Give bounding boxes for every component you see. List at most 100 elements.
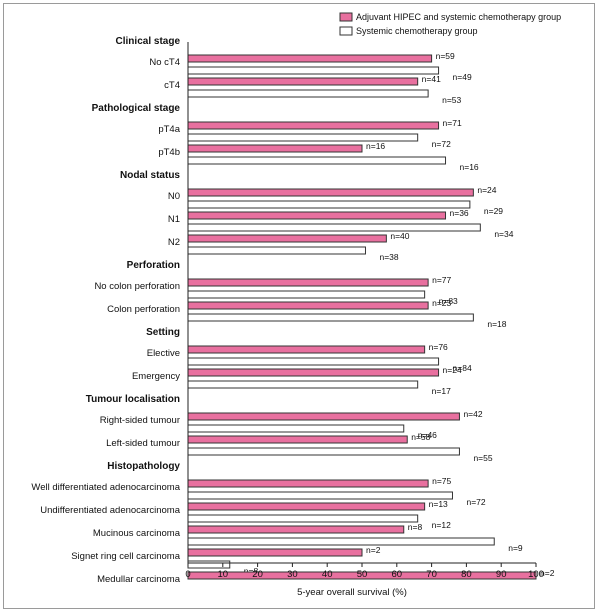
category-label: Colon perforation [107,304,180,315]
bar-systemic [187,156,447,165]
group-title: Histopathology [107,461,180,472]
category-label: N1 [168,214,180,225]
group-title: Nodal status [120,170,180,181]
sample-size-label: n=72 [466,497,485,507]
x-tick-label: 30 [287,569,298,580]
bar-systemic [187,200,471,209]
sample-size-label: n=46 [418,430,437,440]
bar-hipec [187,278,429,287]
sample-size-label: n=13 [429,499,448,509]
category-label: Well differentiated adenocarcinoma [31,482,180,493]
category-label: Left-sided tumour [106,438,180,449]
group-title: Setting [146,327,180,338]
bar-hipec [187,54,433,63]
sample-size-label: n=42 [463,409,482,419]
category-label: Right-sided tumour [100,415,180,426]
bar-hipec [187,435,408,444]
x-axis-title: 5-year overall survival (%) [297,587,407,598]
sample-size-label: n=71 [443,118,462,128]
x-tick-label: 70 [426,569,437,580]
sample-size-label: n=29 [484,206,503,216]
sample-size-label: n=83 [439,296,458,306]
sample-size-label: n=58 [411,432,430,442]
sample-size-label: n=84 [453,363,472,373]
sample-size-label: n=8 [244,566,259,576]
x-tick-label: 0 [185,569,190,580]
bar-systemic [187,246,366,255]
category-label: Emergency [132,371,180,382]
x-tick-label: 80 [461,569,472,580]
x-tick-label: 40 [322,569,333,580]
x-tick-label: 90 [496,569,507,580]
bar-hipec [187,502,426,511]
bar-hipec [187,77,419,86]
category-label: N2 [168,237,180,248]
bar-systemic [187,133,419,142]
bar-systemic [187,537,495,546]
bar-hipec [187,368,440,377]
bar-hipec [187,548,363,557]
bar-hipec [187,144,363,153]
legend-label-2: Systemic chemotherapy group [356,26,478,36]
legend-swatch-2 [339,26,353,36]
category-label: cT4 [164,80,180,91]
bar-systemic [187,514,419,523]
x-tick-label: 100 [528,569,544,580]
group-title: Tumour localisation [86,394,180,405]
bar-hipec [187,571,537,580]
x-tick-label: 10 [218,569,229,580]
category-label: No colon perforation [94,281,180,292]
bar-systemic [187,357,440,366]
bar-systemic [187,447,460,456]
x-tick-label: 50 [357,569,368,580]
legend-swatch-1 [339,12,353,22]
sample-size-label: n=16 [366,141,385,151]
category-label: Undifferentiated adenocarcinoma [40,505,180,516]
sample-size-label: n=9 [508,543,523,553]
sample-size-label: n=34 [494,229,513,239]
category-label: Elective [147,348,180,359]
bar-hipec [187,301,429,310]
bar-hipec [187,479,429,488]
sample-size-label: n=24 [477,185,496,195]
bar-systemic [187,66,440,75]
category-label: pT4b [158,147,180,158]
bar-systemic [187,313,474,322]
category-label: Mucinous carcinoma [93,528,181,539]
sample-size-label: n=53 [442,95,461,105]
sample-size-label: n=41 [422,74,441,84]
sample-size-label: n=75 [432,476,451,486]
group-title: Perforation [127,260,180,271]
sample-size-label: n=49 [453,72,472,82]
bar-hipec [187,412,460,421]
bar-hipec [187,525,405,534]
sample-size-label: n=77 [432,275,451,285]
sample-size-label: n=55 [473,453,492,463]
sample-size-label: n=38 [379,252,398,262]
sample-size-label: n=40 [390,231,409,241]
bar-hipec [187,234,387,243]
sample-size-label: n=16 [460,162,479,172]
bar-systemic [187,424,405,433]
bar-hipec [187,345,426,354]
bar-systemic [187,491,453,500]
bar-hipec [187,188,474,197]
bar-systemic [187,290,426,299]
sample-size-label: n=2 [366,545,381,555]
sample-size-label: n=12 [432,520,451,530]
category-label: N0 [168,191,180,202]
x-tick-label: 60 [392,569,403,580]
bar-systemic [187,223,481,232]
bar-systemic [187,89,429,98]
bar-systemic [187,380,419,389]
category-label: Medullar carcinoma [97,574,181,585]
group-title: Clinical stage [116,36,181,47]
sample-size-label: n=36 [450,208,469,218]
bar-hipec [187,121,440,130]
sample-size-label: n=72 [432,139,451,149]
category-label: No cT4 [149,57,180,68]
sample-size-label: n=8 [408,522,423,532]
sample-size-label: n=59 [436,51,455,61]
x-tick-label: 20 [252,569,263,580]
